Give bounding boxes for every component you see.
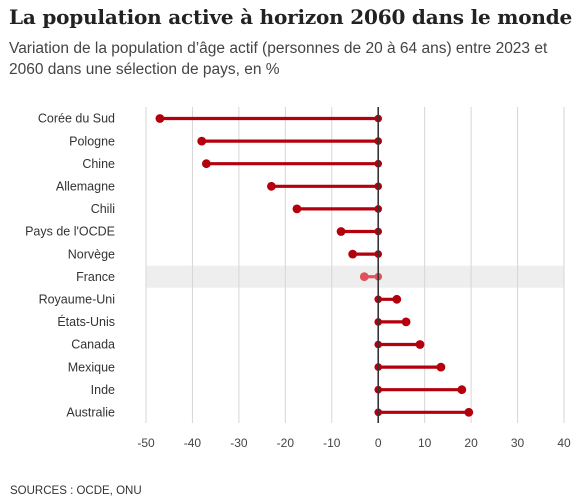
x-tick-label: 20: [464, 436, 478, 450]
x-tick-label: -40: [184, 436, 202, 450]
lollipop-chart: -50 -40 -30 -20 -10 0 10 20 30 40 Corée du Sud Pol…: [25, 107, 571, 450]
lollipop-value-dot: [392, 294, 402, 304]
lollipop-value-dot: [292, 204, 302, 214]
chart-title: La population active à horizon 2060 dans…: [9, 5, 573, 29]
lollipop-value-dot: [336, 227, 346, 236]
x-tick-label: -50: [137, 436, 155, 450]
lollipop-value-dot: [415, 340, 425, 349]
lollipop-value-dot: [197, 136, 207, 146]
lollipop-value-dot: [155, 114, 165, 123]
category-label: Pologne: [69, 134, 115, 148]
lollipop-value-dot: [464, 407, 474, 417]
chart-subtitle: Variation de la population d’âge actif (…: [9, 40, 548, 78]
x-tick-label: 30: [511, 436, 525, 450]
category-label: Allemagne: [56, 180, 115, 194]
category-label: Pays de l'OCDE: [25, 225, 115, 239]
x-tick-label: 10: [418, 436, 432, 450]
category-label: Corée du Sud: [38, 112, 115, 126]
x-tick-label: -20: [277, 436, 295, 450]
category-label: Canada: [71, 338, 115, 352]
category-label: Mexique: [68, 360, 115, 374]
category-label: Royaume-Uni: [39, 293, 115, 307]
lollipop-value-dot: [457, 385, 467, 395]
x-tick-label: -30: [230, 436, 248, 450]
category-label: France: [76, 270, 115, 284]
highlight-band: [146, 265, 564, 288]
x-tick-label: 40: [557, 436, 571, 450]
category-label: États-Unis: [57, 314, 115, 329]
lollipop-value-dot: [401, 317, 411, 327]
category-label: Chili: [91, 202, 115, 216]
lollipop-value-dot: [201, 159, 211, 169]
lollipop-value-dot: [436, 362, 446, 372]
x-tick-label: 0: [375, 436, 382, 450]
category-label: Australie: [66, 406, 115, 420]
lollipop-value-dot: [359, 272, 369, 282]
lollipop-value-dot: [267, 181, 276, 191]
x-tick-label: -10: [323, 436, 341, 450]
category-label: Inde: [91, 383, 115, 397]
lollipop-value-dot: [348, 249, 358, 259]
category-label: Chine: [82, 157, 115, 171]
category-label: Norvège: [68, 247, 115, 261]
chart-source: SOURCES : OCDE, ONU: [10, 485, 142, 497]
